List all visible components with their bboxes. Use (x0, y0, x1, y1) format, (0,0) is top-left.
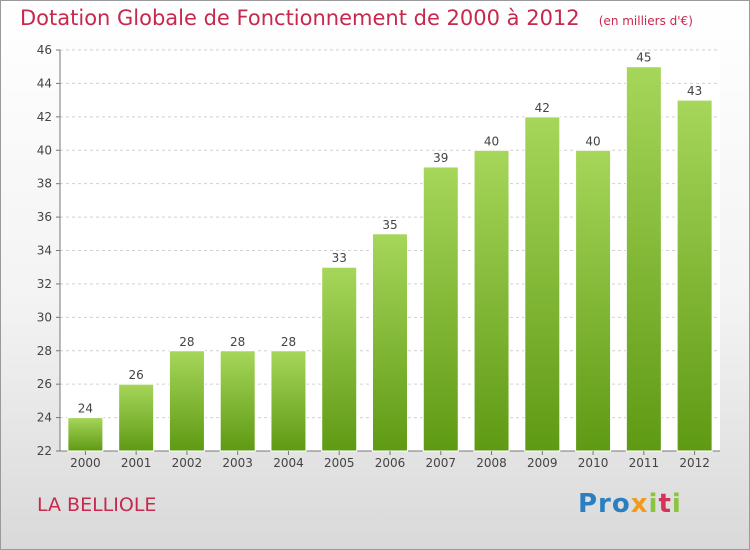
data-label: 43 (687, 84, 702, 98)
y-tick-label: 34 (37, 244, 52, 258)
bar (219, 350, 256, 452)
y-tick-label: 38 (37, 177, 52, 191)
x-tick-label: 2004 (273, 456, 304, 470)
y-tick-label: 44 (37, 76, 52, 90)
data-label: 35 (382, 218, 397, 232)
x-tick-label: 2012 (679, 456, 710, 470)
data-label: 40 (585, 134, 600, 148)
data-label: 28 (281, 335, 296, 349)
bar (422, 166, 459, 452)
y-tick-label: 42 (37, 110, 52, 124)
x-tick-label: 2002 (172, 456, 203, 470)
data-label: 42 (535, 101, 550, 115)
commune-name: LA BELLIOLE (37, 494, 157, 516)
proxiti-logo[interactable]: Proxiti (578, 489, 682, 519)
data-label: 28 (230, 335, 245, 349)
bar (676, 99, 713, 452)
data-label: 24 (78, 402, 93, 416)
bar (118, 383, 155, 452)
x-tick-label: 2008 (476, 456, 507, 470)
bar (575, 149, 612, 452)
bar (321, 266, 358, 452)
data-label: 26 (129, 368, 144, 382)
logo-part-i2: i (671, 489, 682, 519)
y-tick-label: 32 (37, 277, 52, 291)
y-tick-label: 40 (37, 143, 52, 157)
y-tick-label: 30 (37, 310, 52, 324)
y-tick-label: 26 (37, 377, 52, 391)
data-label: 33 (332, 251, 347, 265)
y-tick-label: 28 (37, 344, 52, 358)
bar (473, 149, 510, 452)
logo-part-pro: Pro (578, 489, 631, 519)
title-row: Dotation Globale de Fonctionnement de 20… (20, 6, 693, 30)
logo-part-i: i (648, 489, 659, 519)
bar (67, 417, 104, 452)
data-label: 39 (433, 151, 448, 165)
x-tick-label: 2001 (121, 456, 152, 470)
data-label: 40 (484, 134, 499, 148)
bar (270, 350, 307, 452)
x-tick-label: 2010 (578, 456, 609, 470)
bar (524, 116, 561, 452)
logo-part-t: t (658, 489, 672, 519)
x-tick-label: 2007 (425, 456, 456, 470)
chart-title: Dotation Globale de Fonctionnement de 20… (20, 6, 580, 30)
y-tick-label: 36 (37, 210, 52, 224)
x-tick-label: 2005 (324, 456, 355, 470)
logo-part-x: x (630, 489, 649, 519)
bar (625, 66, 662, 452)
chart-unit: (en milliers d'€) (598, 14, 693, 28)
x-tick-label: 2009 (527, 456, 558, 470)
bar (372, 233, 408, 452)
y-tick-label: 22 (37, 444, 52, 458)
y-tick-label: 24 (37, 411, 52, 425)
y-tick-label: 46 (37, 43, 52, 57)
x-tick-label: 2006 (375, 456, 406, 470)
bar (168, 350, 205, 452)
x-tick-label: 2000 (70, 456, 101, 470)
data-label: 45 (636, 51, 651, 65)
x-tick-label: 2011 (629, 456, 660, 470)
x-tick-label: 2003 (222, 456, 253, 470)
data-label: 28 (179, 335, 194, 349)
